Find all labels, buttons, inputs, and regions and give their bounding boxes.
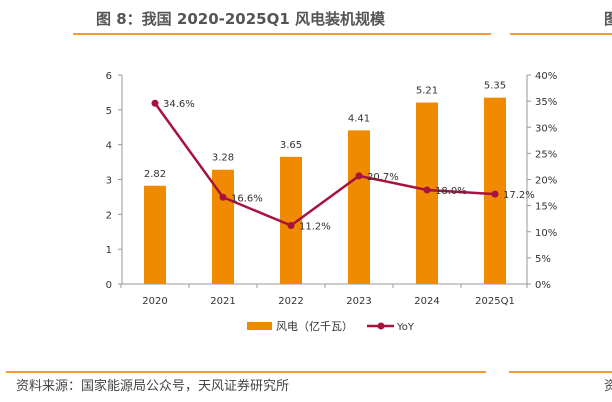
- yoy-line: [153, 102, 496, 227]
- bar-data-label: 2.82: [144, 169, 166, 180]
- left-tick-label: 2: [106, 210, 112, 221]
- yoy-point-2023: [355, 172, 363, 180]
- x-tick-label: 2023: [346, 296, 371, 307]
- left-tick-label: 3: [106, 176, 112, 187]
- source-rule: [6, 371, 486, 373]
- x-tick-label: 2024: [414, 296, 439, 307]
- left-tick-label: 0: [106, 280, 112, 291]
- bar-2023: [348, 130, 370, 284]
- legend-line-marker: [377, 322, 385, 330]
- right-tick-label: 25%: [535, 149, 557, 160]
- yoy-data-label: 11.2%: [299, 221, 331, 232]
- right-tick-label: 40%: [535, 71, 557, 82]
- legend-line-label: YoY: [396, 322, 415, 333]
- right-tick-label: 5%: [535, 254, 551, 265]
- bar-data-label: 4.41: [348, 113, 370, 124]
- yoy-data-label: 20.7%: [367, 172, 399, 183]
- bar-data-label: 5.21: [416, 86, 438, 97]
- yoy-point-2021: [219, 193, 227, 201]
- right-source-fragment: 资: [604, 379, 612, 394]
- left-tick-label: 5: [106, 106, 112, 117]
- right-title-rule: [510, 33, 612, 35]
- yoy-data-label: 16.6%: [231, 193, 263, 204]
- bar-2020: [144, 185, 166, 284]
- yoy-data-label: 17.2%: [503, 190, 535, 201]
- yoy-point-2020: [151, 99, 159, 107]
- yoy-data-label: 34.6%: [163, 99, 195, 110]
- left-tick-label: 1: [106, 245, 112, 256]
- yoy-point-2024: [423, 186, 431, 194]
- right-tick-label: 30%: [535, 123, 557, 134]
- right-tick-label: 15%: [535, 202, 557, 213]
- yoy-point-2022: [287, 221, 295, 229]
- right-tick-label: 10%: [535, 228, 557, 239]
- bar-data-label: 5.35: [484, 81, 506, 92]
- source-note: 资料来源：国家能源局公众号，天风证券研究所: [16, 379, 290, 394]
- yoy-point-2025Q1: [491, 190, 499, 198]
- right-tick-label: 0%: [535, 280, 551, 291]
- left-tick-label: 6: [106, 71, 112, 82]
- right-source-rule: [509, 371, 612, 373]
- x-tick-label: 2021: [210, 296, 235, 307]
- right-panel-title-fragment: 图: [604, 10, 612, 28]
- x-tick-label: 2025Q1: [475, 296, 515, 307]
- legend-bar-swatch: [247, 322, 272, 330]
- right-tick-label: 35%: [535, 97, 557, 108]
- yoy-data-label: 18.0%: [435, 186, 467, 197]
- legend-bar-label: 风电（亿千瓦）: [276, 320, 353, 333]
- x-tick-label: 2020: [142, 296, 167, 307]
- figure-title: 图 8：我国 2020-2025Q1 风电装机规模: [96, 10, 386, 28]
- bar-data-label: 3.28: [212, 153, 234, 164]
- right-tick-label: 20%: [535, 176, 557, 187]
- bar-2022: [280, 156, 302, 284]
- left-tick-label: 4: [106, 141, 112, 152]
- x-tick-label: 2022: [278, 296, 303, 307]
- title-rule: [73, 33, 491, 35]
- bar-data-label: 3.65: [280, 140, 302, 151]
